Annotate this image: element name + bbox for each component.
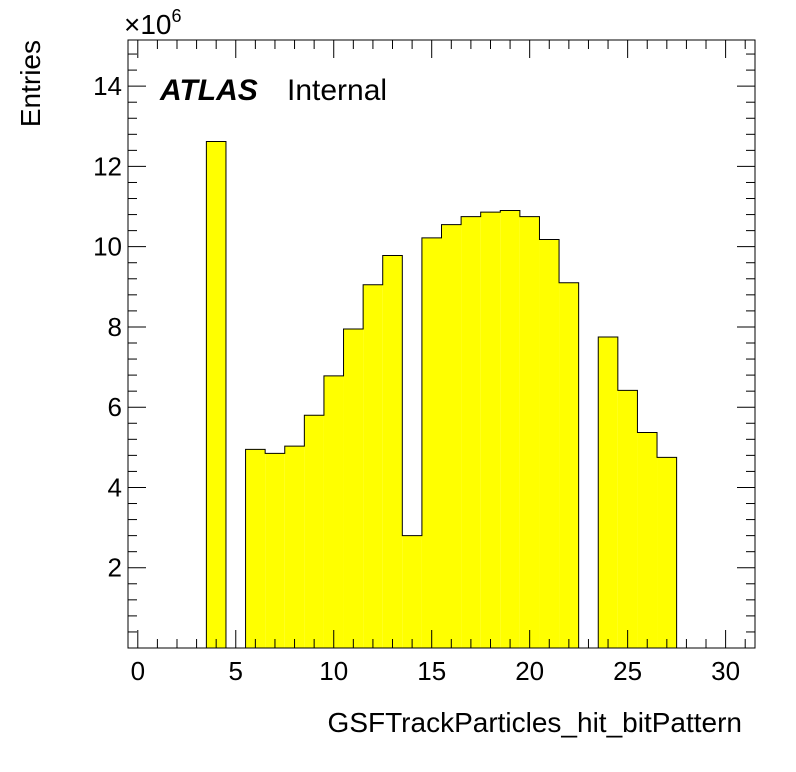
histogram-outline [128, 141, 755, 649]
histogram-bar [265, 453, 285, 648]
histogram-bar [284, 446, 305, 648]
histogram-bar [304, 415, 324, 648]
histogram-bar [421, 237, 442, 648]
x-tick-label: 10 [319, 656, 348, 686]
histogram-bar [323, 375, 344, 648]
histogram-bar [559, 282, 579, 648]
histogram-bar [245, 449, 266, 648]
axis-ticks [128, 40, 755, 649]
x-tick-label: 15 [417, 656, 446, 686]
histogram-bar [441, 224, 462, 649]
histogram-bars [128, 141, 755, 649]
y-tick-label: 10 [93, 232, 122, 262]
histogram-bar [598, 336, 618, 648]
histogram-bar [637, 432, 658, 648]
y-tick-label: 4 [108, 472, 122, 502]
histogram-bar [206, 141, 226, 648]
histogram-bar [539, 239, 560, 648]
histogram-bar [363, 284, 383, 648]
histogram-bar [461, 216, 481, 648]
x-tick-label: 5 [229, 656, 243, 686]
y-axis-title: Entries [15, 40, 46, 127]
histogram-bar [657, 457, 677, 648]
internal-label: Internal [287, 74, 387, 107]
histogram-bar [382, 255, 403, 648]
histogram-bar [519, 216, 540, 648]
x-tick-label: 30 [711, 656, 740, 686]
y-tick-label: 6 [108, 392, 122, 422]
x-tick-label: 20 [515, 656, 544, 686]
histogram-bar [343, 328, 364, 648]
x-axis-title: GSFTrackParticles_hit_bitPattern [328, 707, 742, 738]
y-tick-label: 2 [108, 553, 122, 583]
x-tick-label: 25 [613, 656, 642, 686]
histogram-bar [500, 210, 520, 649]
histogram-bar [617, 390, 638, 648]
histogram-bar [480, 212, 501, 649]
atlas-label: ATLAS [159, 74, 258, 107]
y-tick-label: 12 [93, 151, 122, 181]
histogram-bar [402, 535, 422, 648]
y-tick-label: 14 [93, 71, 122, 101]
axis-tick-labels: 0 5 10 15 20 25 30 2 4 6 8 10 12 14 [93, 71, 740, 686]
plot-frame [127, 39, 756, 649]
x-tick-label: 0 [131, 656, 145, 686]
y-tick-label: 8 [108, 312, 122, 342]
y-axis-multiplier: ×106 [124, 6, 182, 40]
